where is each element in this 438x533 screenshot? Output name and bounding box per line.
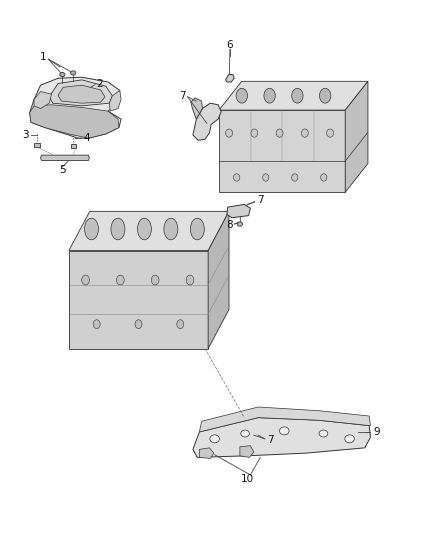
Polygon shape xyxy=(30,77,121,138)
Ellipse shape xyxy=(251,129,258,137)
Ellipse shape xyxy=(237,222,243,226)
Ellipse shape xyxy=(210,435,219,443)
Text: 3: 3 xyxy=(22,130,28,140)
Polygon shape xyxy=(227,205,251,217)
Ellipse shape xyxy=(241,430,250,437)
Text: 7: 7 xyxy=(257,195,264,205)
Bar xyxy=(71,144,76,148)
Ellipse shape xyxy=(276,129,283,137)
Ellipse shape xyxy=(327,129,334,137)
Ellipse shape xyxy=(236,88,247,103)
Bar xyxy=(35,143,40,147)
Polygon shape xyxy=(34,92,51,109)
Polygon shape xyxy=(208,212,229,349)
Polygon shape xyxy=(69,251,208,349)
Text: 9: 9 xyxy=(373,427,380,437)
Ellipse shape xyxy=(71,71,76,75)
Polygon shape xyxy=(191,98,202,119)
Ellipse shape xyxy=(135,320,142,328)
Ellipse shape xyxy=(233,174,240,181)
Ellipse shape xyxy=(60,72,65,77)
Polygon shape xyxy=(41,155,89,160)
Ellipse shape xyxy=(321,174,327,181)
Text: 8: 8 xyxy=(226,220,233,230)
Polygon shape xyxy=(69,212,229,251)
Ellipse shape xyxy=(93,320,100,328)
Polygon shape xyxy=(30,105,119,138)
Polygon shape xyxy=(219,110,345,192)
Polygon shape xyxy=(193,103,221,140)
Text: 7: 7 xyxy=(179,91,185,101)
Ellipse shape xyxy=(191,218,204,240)
Polygon shape xyxy=(240,446,254,457)
Polygon shape xyxy=(345,82,368,192)
Text: 1: 1 xyxy=(39,52,46,62)
Ellipse shape xyxy=(319,430,328,437)
Polygon shape xyxy=(199,407,371,432)
Ellipse shape xyxy=(138,218,152,240)
Polygon shape xyxy=(193,418,371,457)
Ellipse shape xyxy=(85,218,99,240)
Polygon shape xyxy=(110,91,121,111)
Ellipse shape xyxy=(319,88,331,103)
Ellipse shape xyxy=(345,435,354,443)
Text: 4: 4 xyxy=(83,133,89,143)
Polygon shape xyxy=(219,82,368,110)
Ellipse shape xyxy=(177,320,184,328)
Ellipse shape xyxy=(292,88,303,103)
Ellipse shape xyxy=(117,275,124,285)
Text: 2: 2 xyxy=(96,78,102,88)
Ellipse shape xyxy=(82,275,89,285)
Ellipse shape xyxy=(186,275,194,285)
Text: 6: 6 xyxy=(226,40,233,50)
Polygon shape xyxy=(58,85,105,103)
Ellipse shape xyxy=(279,427,289,435)
Ellipse shape xyxy=(152,275,159,285)
Text: 5: 5 xyxy=(59,165,66,175)
Polygon shape xyxy=(199,448,214,458)
Polygon shape xyxy=(226,75,234,82)
Ellipse shape xyxy=(164,218,178,240)
Ellipse shape xyxy=(262,174,269,181)
Polygon shape xyxy=(49,80,113,106)
Ellipse shape xyxy=(226,129,233,137)
Ellipse shape xyxy=(264,88,276,103)
Text: 7: 7 xyxy=(267,435,274,445)
Ellipse shape xyxy=(301,129,308,137)
Ellipse shape xyxy=(292,174,298,181)
Text: 10: 10 xyxy=(241,474,254,483)
Ellipse shape xyxy=(111,218,125,240)
